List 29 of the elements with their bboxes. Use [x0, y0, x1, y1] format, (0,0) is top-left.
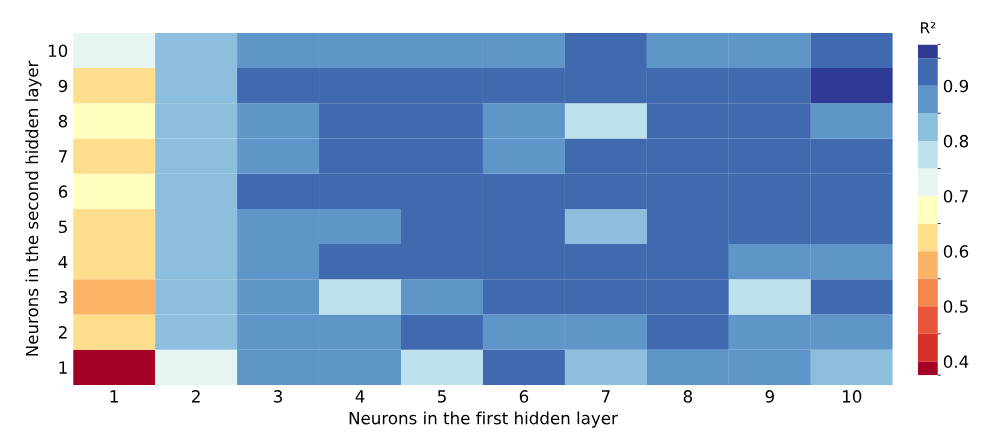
color-bar-label: 0.6 — [943, 245, 969, 258]
x-axis-title: Neurons in the first hidden layer — [349, 411, 618, 428]
color-bar-label: 0.5 — [943, 300, 968, 313]
x-tick-label: 4 — [355, 390, 365, 403]
y-axis-title: Neurons in the second hidden layer — [25, 60, 42, 356]
y-tick-label: 5 — [58, 220, 67, 234]
x-tick-label: 8 — [683, 390, 693, 403]
x-tick-label: 2 — [192, 390, 200, 403]
y-tick-label: 1 — [59, 361, 67, 374]
color-bar-label: 0.4 — [943, 355, 969, 368]
x-tick-label: 1 — [110, 390, 118, 403]
y-tick-label: 9 — [58, 79, 68, 93]
y-tick-label: 6 — [58, 185, 68, 198]
x-tick-label: 7 — [601, 390, 610, 403]
x-tick-label: 10 — [843, 390, 862, 403]
y-tick-label: 8 — [58, 114, 68, 128]
color-bar-label: 0.9 — [943, 79, 969, 93]
color-bar-label: 0.8 — [943, 134, 969, 148]
x-tick-label: 3 — [274, 390, 283, 403]
y-tick-label: 4 — [58, 255, 68, 269]
color-bar-title: R² — [920, 21, 936, 34]
x-tick-label: 9 — [765, 390, 774, 403]
y-tick-label: 7 — [59, 150, 67, 163]
x-tick-label: 5 — [437, 390, 446, 403]
color-bar-label: 0.7 — [943, 189, 968, 203]
y-tick-label: 3 — [58, 290, 67, 304]
y-tick-label: 2 — [58, 326, 67, 339]
y-tick-label: 10 — [48, 44, 68, 58]
x-tick-label: 6 — [519, 390, 529, 403]
